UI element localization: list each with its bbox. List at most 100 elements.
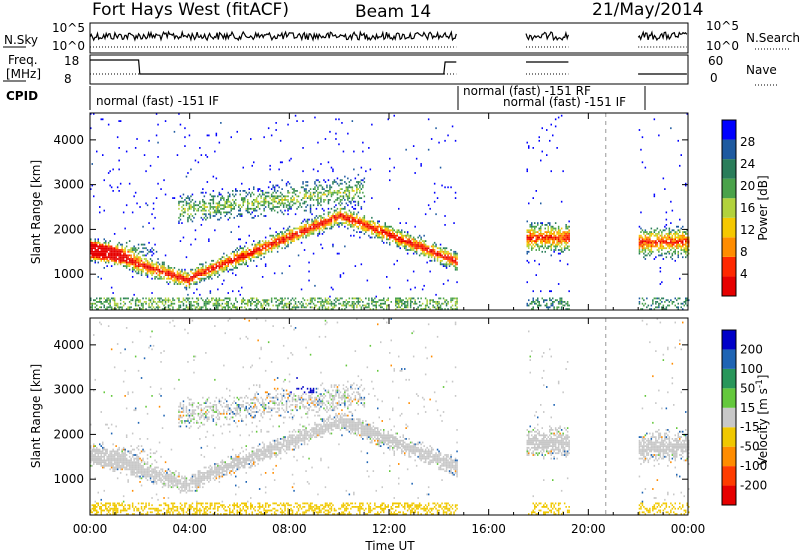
heatmap-cell [566, 225, 569, 228]
heatmap-cell [93, 448, 95, 451]
heatmap-cell [406, 243, 409, 246]
heatmap-cell [389, 231, 391, 233]
heatmap-cell [362, 216, 364, 219]
heatmap-cell [353, 306, 355, 309]
heatmap-cell [264, 304, 267, 307]
heatmap-cell [106, 457, 108, 460]
heatmap-cell [398, 240, 400, 242]
heatmap-cell [218, 209, 221, 212]
heatmap-cell [133, 261, 135, 264]
heatmap-cell [559, 240, 561, 242]
heatmap-cell [297, 306, 300, 309]
heatmap-cell [102, 450, 104, 453]
heatmap-cell [248, 188, 250, 190]
heatmap-cell [214, 206, 216, 208]
heatmap-cell [250, 301, 252, 303]
heatmap-cell [106, 247, 108, 250]
heatmap-cell [215, 207, 218, 210]
heatmap-cell [420, 163, 422, 165]
heatmap-cell [528, 304, 530, 307]
heatmap-cell [223, 199, 225, 201]
heatmap-cell [187, 218, 189, 221]
heatmap-cell [562, 234, 564, 237]
heatmap-cell [329, 220, 331, 223]
heatmap-cell [547, 245, 549, 248]
heatmap-cell [321, 308, 324, 310]
heatmap-cell [412, 145, 415, 147]
heatmap-cell [287, 191, 289, 194]
heatmap-cell [552, 233, 554, 235]
heatmap-cell [107, 256, 110, 259]
heatmap-cell [303, 188, 306, 190]
heatmap-cell [103, 446, 105, 449]
heatmap-cell [650, 233, 653, 235]
heatmap-cell [368, 297, 370, 300]
heatmap-cell [359, 191, 361, 194]
heatmap-cell [351, 186, 354, 189]
heatmap-cell [227, 304, 229, 307]
heatmap-cell [415, 250, 418, 253]
heatmap-cell [182, 211, 185, 214]
heatmap-cell [556, 238, 558, 241]
heatmap-cell [133, 263, 135, 266]
heatmap-cell [344, 218, 346, 221]
heatmap-cell [134, 263, 137, 266]
heatmap-cell [215, 213, 218, 216]
heatmap-cell [342, 302, 345, 305]
heatmap-cell [251, 256, 253, 259]
heatmap-cell [436, 306, 439, 309]
heatmap-cell [215, 270, 218, 273]
heatmap-cell [649, 236, 651, 239]
heatmap-cell [263, 202, 265, 205]
heatmap-cell [199, 147, 201, 149]
heatmap-cell [173, 281, 176, 284]
heatmap-cell [90, 245, 92, 248]
heatmap-cell [227, 259, 229, 262]
heatmap-cell [200, 268, 203, 271]
heatmap-cell [121, 459, 123, 462]
heatmap-cell [100, 506, 102, 508]
heatmap-cell [342, 216, 345, 219]
heatmap-cell [389, 241, 391, 244]
heatmap-cell [401, 302, 403, 305]
heatmap-cell [659, 302, 662, 305]
heatmap-cell [427, 245, 430, 248]
heatmap-cell [223, 256, 225, 259]
heatmap-cell [190, 283, 192, 285]
heatmap-cell [365, 224, 367, 226]
heatmap-cell [303, 233, 306, 235]
heatmap-cell [145, 308, 147, 310]
heatmap-cell [409, 234, 412, 237]
heatmap-cell [644, 247, 647, 250]
heatmap-cell [102, 245, 104, 248]
heatmap-cell [371, 224, 373, 226]
heatmap-cell [134, 247, 137, 250]
heatmap-cell [314, 297, 316, 300]
heatmap-cell [392, 231, 394, 233]
heatmap-cell [112, 504, 114, 507]
heatmap-cell [332, 243, 334, 246]
heatmap-cell [667, 236, 669, 239]
heatmap-cell [263, 209, 265, 212]
heatmap-cell [371, 227, 373, 230]
heatmap-cell [363, 233, 366, 235]
heatmap-cell [333, 206, 336, 208]
heatmap-cell [233, 302, 235, 305]
heatmap-cell [251, 254, 253, 257]
heatmap-cell [375, 308, 377, 310]
heatmap-cell [107, 459, 110, 462]
heatmap-cell [350, 186, 352, 189]
heatmap-cell [311, 218, 313, 221]
heatmap-cell [294, 227, 297, 230]
heatmap-cell [335, 222, 337, 224]
heatmap-cell [99, 321, 101, 324]
heatmap-cell [547, 225, 549, 228]
heatmap-cell [643, 247, 645, 250]
heatmap-cell [107, 454, 110, 456]
heatmap-cell [549, 222, 551, 224]
heatmap-cell [661, 236, 663, 239]
heatmap-cell [124, 261, 126, 264]
heatmap-cell [247, 204, 249, 207]
heatmap-cell [115, 507, 117, 510]
heatmap-cell [375, 295, 377, 298]
